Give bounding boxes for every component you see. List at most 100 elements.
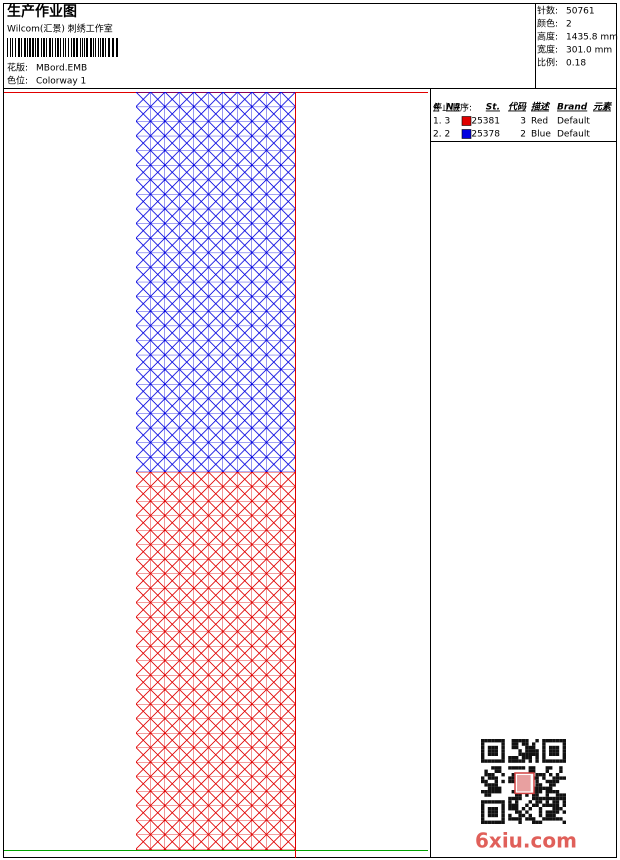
- stat-label: 针数:: [537, 5, 558, 17]
- qr-module: [549, 813, 553, 818]
- row-code: 2: [520, 130, 526, 140]
- column-header: 元素: [593, 102, 613, 113]
- qr-module: [538, 820, 543, 824]
- qr-module: [562, 742, 566, 746]
- qr-module: [487, 745, 492, 750]
- qr-module: [487, 810, 492, 814]
- qr-module: [481, 810, 485, 814]
- bar-stripe: [43, 38, 45, 57]
- qr-module: [498, 800, 502, 804]
- qr-module: [552, 745, 556, 750]
- qr-module: [501, 739, 505, 743]
- qr-module: [562, 803, 566, 807]
- qr-module: [487, 790, 492, 794]
- qr-module: [559, 769, 563, 773]
- qr-module: [515, 766, 519, 770]
- qr-module: [508, 766, 512, 770]
- title: 生产作业图: [7, 3, 77, 20]
- row-description: Blue: [531, 130, 551, 140]
- qr-module: [487, 783, 492, 787]
- qr-module: [549, 752, 553, 756]
- qr-code: [479, 737, 568, 826]
- qr-module: [498, 739, 502, 743]
- bar-stripe: [90, 38, 92, 57]
- bar-stripe: [21, 38, 22, 57]
- qr-module: [487, 776, 492, 780]
- qr-module: [542, 756, 546, 760]
- qr-module: [494, 779, 498, 784]
- qr-module: [545, 739, 549, 743]
- qr-module: [545, 779, 549, 784]
- qr-module: [562, 756, 566, 760]
- qr-module: [518, 752, 522, 756]
- qr-module: [491, 759, 495, 763]
- qr-module: [521, 752, 526, 756]
- qr-module: [511, 803, 515, 807]
- qr-module: [484, 759, 488, 763]
- qr-module: [562, 759, 566, 763]
- bar-stripe: [10, 38, 11, 57]
- watermark: 6xiu.com: [475, 829, 577, 853]
- qr-module: [515, 742, 519, 746]
- qr-module: [542, 759, 546, 763]
- bar-stripe: [65, 38, 66, 57]
- stat-value: 0.18: [566, 59, 586, 69]
- qr-module: [542, 773, 546, 777]
- qr-module: [515, 793, 519, 797]
- qr-module: [494, 800, 498, 804]
- qr-module: [549, 759, 553, 763]
- qr-module: [532, 745, 536, 750]
- qr-module: [549, 745, 553, 750]
- qr-module: [552, 807, 556, 811]
- qr-module: [528, 766, 532, 770]
- qr-module: [549, 739, 553, 743]
- qr-module: [481, 790, 485, 794]
- qr-module: [562, 820, 566, 824]
- qr-module: [494, 813, 498, 818]
- qr-module: [491, 752, 495, 756]
- qr-module: [549, 810, 553, 814]
- qr-module: [545, 786, 549, 790]
- stat-label: 比例:: [537, 57, 558, 69]
- column-header: N#: [446, 103, 462, 113]
- qr-module: [501, 803, 505, 807]
- qr-module: [484, 773, 488, 777]
- qr-module: [494, 786, 498, 790]
- bar-stripe: [27, 38, 28, 57]
- qr-module: [481, 745, 485, 750]
- qr-module: [515, 745, 519, 750]
- column-header: 代码: [508, 102, 527, 113]
- qr-module: [542, 786, 546, 790]
- qr-module: [545, 800, 549, 804]
- qr-module: [535, 779, 539, 784]
- qr-module: [494, 752, 498, 756]
- qr-module: [535, 800, 539, 804]
- qr-module: [552, 779, 556, 784]
- qr-module: [545, 769, 549, 773]
- qr-module: [491, 776, 495, 780]
- qr-module: [481, 807, 485, 811]
- qr-module: [528, 745, 532, 750]
- qr-module: [511, 779, 515, 784]
- qr-module: [542, 776, 546, 780]
- qr-module: [528, 752, 532, 756]
- qr-module: [481, 779, 485, 784]
- bar-stripe: [105, 38, 106, 57]
- qr-module: [542, 817, 546, 821]
- qr-module: [525, 810, 529, 814]
- column-header: #: [433, 103, 441, 113]
- bar-stripe: [57, 38, 59, 57]
- qr-module: [559, 759, 563, 763]
- colorway-value: Colorway 1: [36, 77, 86, 87]
- qr-module: [518, 796, 522, 801]
- qr-module: [532, 742, 536, 746]
- qr-module: [501, 807, 505, 811]
- qr-module: [545, 810, 549, 814]
- column-header: Brand: [557, 103, 588, 113]
- qr-module: [487, 793, 492, 797]
- color-swatch: [461, 116, 472, 126]
- qr-module: [511, 796, 515, 801]
- qr-module: [552, 783, 556, 787]
- qr-module: [535, 793, 539, 797]
- stat-label: 高度:: [537, 31, 558, 43]
